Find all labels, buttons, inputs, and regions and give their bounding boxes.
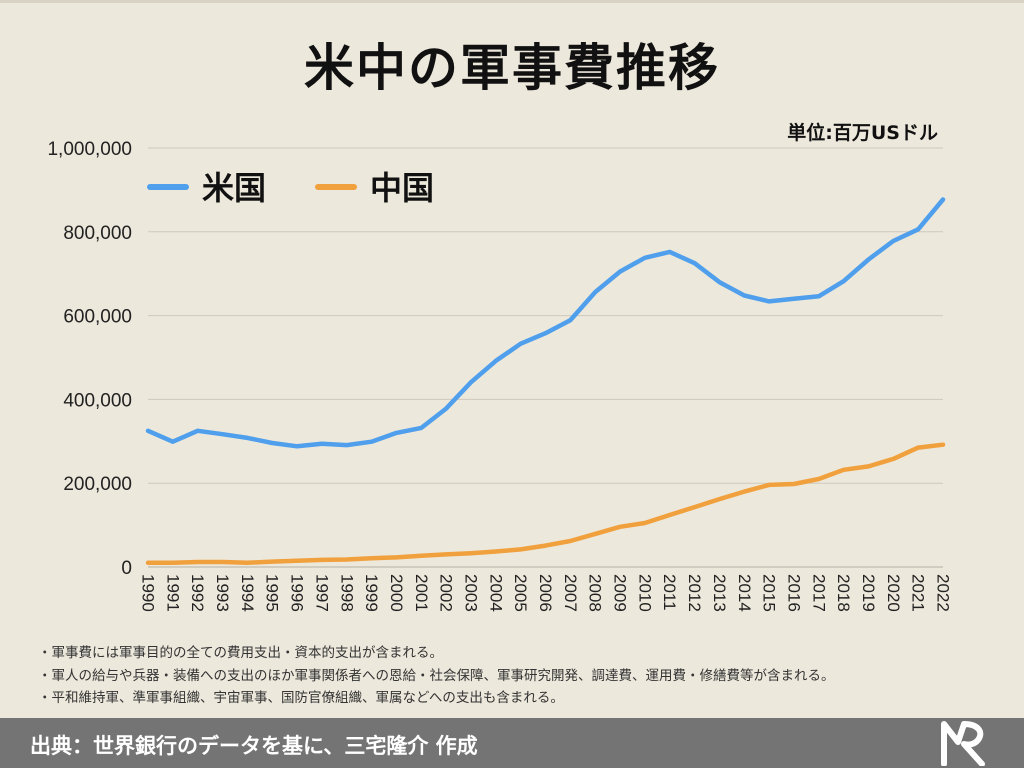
- x-tick-label: 1996: [288, 574, 307, 612]
- y-tick-label: 200,000: [63, 474, 132, 495]
- chart-grid: [148, 147, 943, 568]
- x-tick-label: 2005: [511, 574, 530, 612]
- x-tick-label: 2004: [486, 574, 505, 612]
- note-item: ・平和維持軍、準軍事組織、宇宙軍事、国防官僚組織、軍属などへの支出も含まれる。: [38, 690, 564, 706]
- x-tick-label: 1991: [163, 574, 182, 612]
- x-tick-label: 2020: [884, 574, 903, 612]
- x-tick-label: 1999: [362, 574, 381, 612]
- series-line-china: [145, 442, 946, 566]
- x-tick-label: 2011: [660, 574, 679, 611]
- x-tick-label: 2000: [387, 574, 406, 612]
- note-item: ・軍事費には軍事目的の全ての費用支出・資本的支出が含まれる。: [38, 645, 443, 661]
- y-axis-ticks: 0 200,000 400,000 600,000 800,000 1,000,000: [47, 139, 132, 579]
- x-tick-label: 2012: [685, 574, 704, 612]
- legend-label: 米国: [202, 169, 266, 207]
- x-tick-label: 2008: [586, 574, 605, 612]
- x-tick-label: 1997: [312, 574, 331, 612]
- y-tick-label: 800,000: [63, 223, 132, 244]
- chart-series: [145, 197, 946, 566]
- y-tick-label: 600,000: [63, 307, 132, 328]
- page-title: 米中の軍事費推移: [304, 39, 720, 97]
- military-spending-line-chart: 0 200,000 400,000 600,000 800,000 1,000,000 1…: [47, 139, 953, 612]
- x-tick-label: 2010: [635, 574, 654, 612]
- y-tick-label: 0: [121, 558, 132, 579]
- x-tick-label: 2007: [561, 574, 580, 612]
- x-tick-label: 2017: [809, 574, 828, 612]
- x-tick-label: 2014: [735, 574, 754, 612]
- x-tick-label: 2022: [934, 574, 953, 612]
- x-tick-label: 1995: [263, 574, 282, 612]
- y-tick-label: 400,000: [63, 390, 132, 411]
- footer-bar: 出典：世界銀行のデータを基に、三宅隆介 作成: [0, 718, 1024, 768]
- unit-label: 単位:百万USドル: [787, 122, 938, 144]
- notes: ・軍事費には軍事目的の全ての費用支出・資本的支出が含まれる。 ・軍人の給与や兵器…: [38, 642, 835, 710]
- x-tick-label: 2013: [710, 574, 729, 612]
- x-tick-label: 2009: [611, 574, 630, 612]
- x-tick-label: 2015: [760, 574, 779, 612]
- x-tick-label: 2003: [461, 574, 480, 612]
- y-tick-label: 1,000,000: [47, 139, 132, 160]
- source-credit: 出典：世界銀行のデータを基に、三宅隆介 作成: [30, 734, 478, 758]
- mr-logo-icon: [941, 721, 985, 766]
- x-tick-label: 2016: [784, 574, 803, 612]
- top-divider: [0, 0, 1024, 3]
- series-line-us: [145, 197, 946, 449]
- legend-label: 中国: [370, 169, 434, 207]
- x-tick-label: 1998: [337, 574, 356, 612]
- x-tick-label: 2018: [834, 574, 853, 612]
- x-tick-label: 2002: [437, 574, 456, 612]
- note-item: ・軍人の給与や兵器・装備への支出のほか軍事関係者への恩給・社会保障、軍事研究開発…: [38, 667, 835, 684]
- x-tick-label: 1993: [213, 574, 232, 612]
- x-tick-label: 2001: [412, 574, 431, 612]
- x-tick-label: 1992: [188, 574, 207, 612]
- x-tick-label: 1994: [238, 574, 257, 612]
- x-tick-label: 2006: [536, 574, 555, 612]
- chart-legend: 米国 中国: [147, 169, 434, 207]
- x-axis-ticks: 1990 1991 1992 1993 1994 1995 1996 1997 1998 1999…: [139, 574, 953, 612]
- x-tick-label: 2021: [909, 574, 928, 612]
- x-tick-label: 2019: [859, 574, 878, 612]
- x-tick-label: 1990: [139, 574, 158, 612]
